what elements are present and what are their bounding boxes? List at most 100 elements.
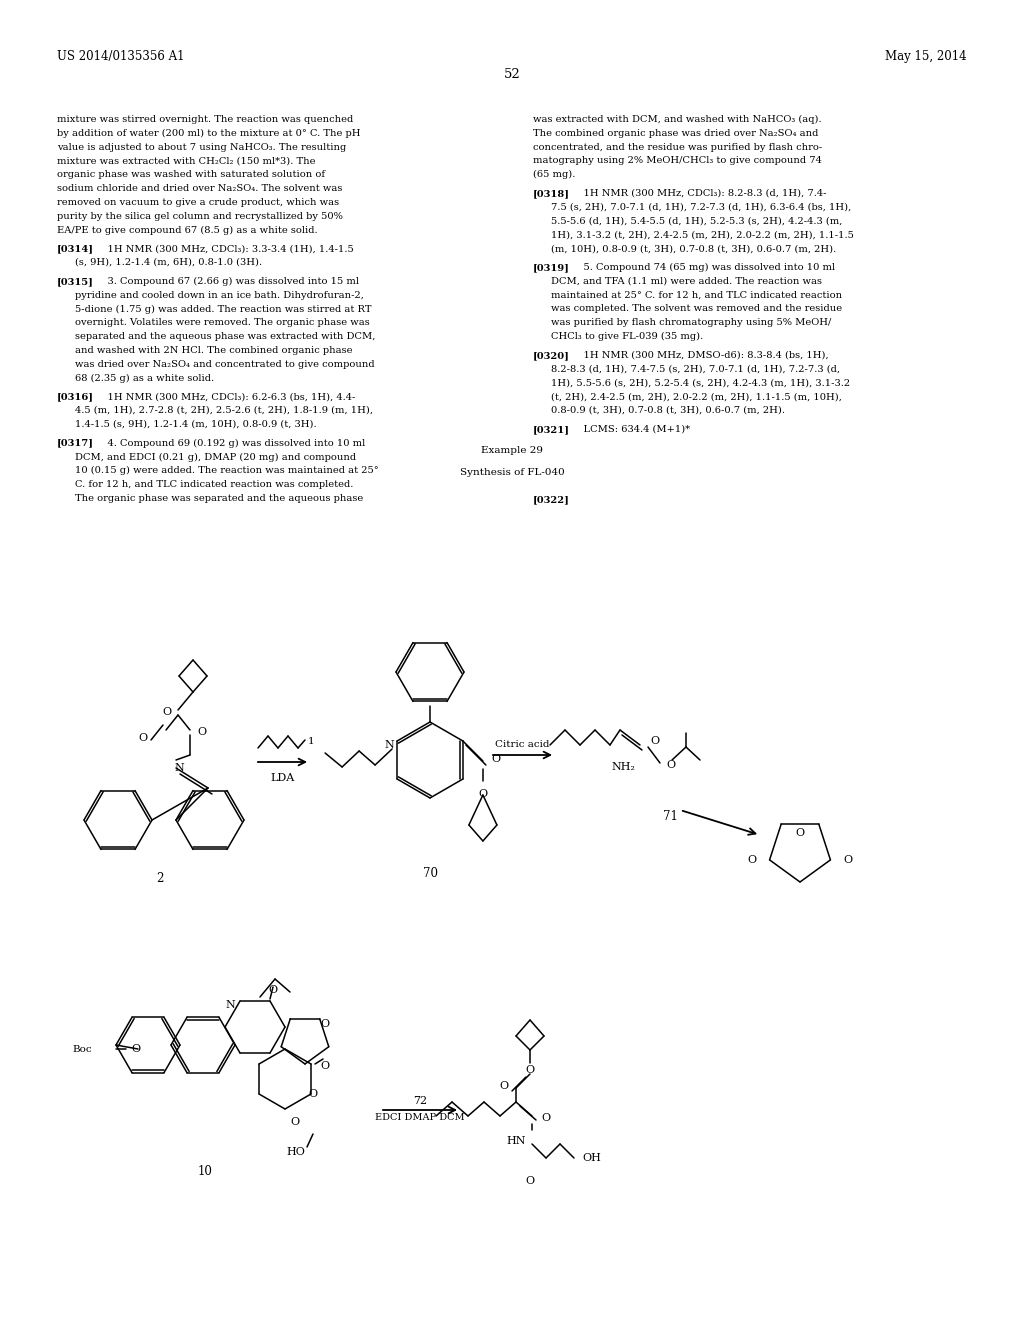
Text: May 15, 2014: May 15, 2014 — [886, 50, 967, 63]
Text: N: N — [384, 741, 394, 750]
Text: [0319]: [0319] — [534, 263, 570, 272]
Text: O: O — [490, 754, 500, 764]
Text: The organic phase was separated and the aqueous phase: The organic phase was separated and the … — [75, 494, 364, 503]
Text: O: O — [796, 828, 805, 838]
Text: [0318]: [0318] — [534, 189, 570, 198]
Text: O: O — [321, 1061, 330, 1071]
Text: [0320]: [0320] — [534, 351, 570, 360]
Text: OH: OH — [582, 1152, 601, 1163]
Text: N: N — [225, 1001, 234, 1010]
Text: O: O — [844, 855, 853, 865]
Text: 1H), 5.5-5.6 (s, 2H), 5.2-5.4 (s, 2H), 4.2-4.3 (m, 1H), 3.1-3.2: 1H), 5.5-5.6 (s, 2H), 5.2-5.4 (s, 2H), 4… — [551, 379, 850, 387]
Text: O: O — [650, 737, 659, 746]
Text: 72: 72 — [413, 1096, 427, 1106]
Text: mixture was extracted with CH₂Cl₂ (150 ml*3). The: mixture was extracted with CH₂Cl₂ (150 m… — [57, 156, 315, 165]
Text: O: O — [308, 1089, 317, 1100]
Text: C. for 12 h, and TLC indicated reaction was completed.: C. for 12 h, and TLC indicated reaction … — [75, 480, 353, 488]
Text: EA/PE to give compound 67 (8.5 g) as a white solid.: EA/PE to give compound 67 (8.5 g) as a w… — [57, 226, 317, 235]
Text: 10 (0.15 g) were added. The reaction was maintained at 25°: 10 (0.15 g) were added. The reaction was… — [75, 466, 379, 475]
Text: [0315]: [0315] — [57, 277, 94, 286]
Text: HN: HN — [507, 1137, 526, 1146]
Text: (65 mg).: (65 mg). — [534, 170, 575, 180]
Text: 1H), 3.1-3.2 (t, 2H), 2.4-2.5 (m, 2H), 2.0-2.2 (m, 2H), 1.1-1.5: 1H), 3.1-3.2 (t, 2H), 2.4-2.5 (m, 2H), 2… — [551, 231, 854, 239]
Text: O: O — [746, 855, 756, 865]
Text: NH₂: NH₂ — [611, 762, 635, 772]
Text: HO: HO — [286, 1147, 305, 1158]
Text: O: O — [478, 789, 487, 799]
Text: value is adjusted to about 7 using NaHCO₃. The resulting: value is adjusted to about 7 using NaHCO… — [57, 143, 346, 152]
Text: N: N — [174, 763, 184, 774]
Text: overnight. Volatiles were removed. The organic phase was: overnight. Volatiles were removed. The o… — [75, 318, 370, 327]
Text: concentrated, and the residue was purified by flash chro-: concentrated, and the residue was purifi… — [534, 143, 822, 152]
Text: separated and the aqueous phase was extracted with DCM,: separated and the aqueous phase was extr… — [75, 333, 376, 341]
Text: 10: 10 — [198, 1166, 212, 1177]
Text: 1.4-1.5 (s, 9H), 1.2-1.4 (m, 10H), 0.8-0.9 (t, 3H).: 1.4-1.5 (s, 9H), 1.2-1.4 (m, 10H), 0.8-0… — [75, 420, 316, 429]
Text: 2: 2 — [157, 873, 164, 884]
Text: O: O — [666, 760, 675, 770]
Text: [0316]: [0316] — [57, 392, 94, 401]
Text: 5-dione (1.75 g) was added. The reaction was stirred at RT: 5-dione (1.75 g) was added. The reaction… — [75, 305, 372, 314]
Text: and washed with 2N HCl. The combined organic phase: and washed with 2N HCl. The combined org… — [75, 346, 352, 355]
Text: O: O — [321, 1019, 330, 1030]
Text: 1H NMR (300 MHz, DMSO-d6): 8.3-8.4 (bs, 1H),: 1H NMR (300 MHz, DMSO-d6): 8.3-8.4 (bs, … — [571, 351, 828, 360]
Text: 1H NMR (300 MHz, CDCl₃): 6.2-6.3 (bs, 1H), 4.4-: 1H NMR (300 MHz, CDCl₃): 6.2-6.3 (bs, 1H… — [95, 392, 355, 401]
Text: O: O — [163, 708, 172, 717]
Text: 0.8-0.9 (t, 3H), 0.7-0.8 (t, 3H), 0.6-0.7 (m, 2H).: 0.8-0.9 (t, 3H), 0.7-0.8 (t, 3H), 0.6-0.… — [551, 407, 785, 414]
Text: DCM, and TFA (1.1 ml) were added. The reaction was: DCM, and TFA (1.1 ml) were added. The re… — [551, 277, 822, 286]
Text: O: O — [138, 733, 147, 743]
Text: 52: 52 — [504, 69, 520, 81]
Text: [0322]: [0322] — [534, 495, 570, 504]
Text: 1H NMR (300 MHz, CDCl₃): 3.3-3.4 (1H), 1.4-1.5: 1H NMR (300 MHz, CDCl₃): 3.3-3.4 (1H), 1… — [95, 244, 353, 253]
Text: Boc: Boc — [73, 1045, 92, 1055]
Text: 68 (2.35 g) as a white solid.: 68 (2.35 g) as a white solid. — [75, 374, 214, 383]
Text: LDA: LDA — [271, 774, 295, 783]
Text: 3. Compound 67 (2.66 g) was dissolved into 15 ml: 3. Compound 67 (2.66 g) was dissolved in… — [95, 277, 359, 286]
Text: 70: 70 — [423, 867, 437, 880]
Text: 7.5 (s, 2H), 7.0-7.1 (d, 1H), 7.2-7.3 (d, 1H), 6.3-6.4 (bs, 1H),: 7.5 (s, 2H), 7.0-7.1 (d, 1H), 7.2-7.3 (d… — [551, 203, 851, 211]
Text: [0314]: [0314] — [57, 244, 94, 253]
Text: organic phase was washed with saturated solution of: organic phase was washed with saturated … — [57, 170, 326, 180]
Text: (m, 10H), 0.8-0.9 (t, 3H), 0.7-0.8 (t, 3H), 0.6-0.7 (m, 2H).: (m, 10H), 0.8-0.9 (t, 3H), 0.7-0.8 (t, 3… — [551, 244, 837, 253]
Text: O: O — [525, 1065, 535, 1074]
Text: Example 29: Example 29 — [481, 446, 543, 455]
Text: O: O — [268, 985, 278, 995]
Text: O: O — [541, 1113, 550, 1123]
Text: The combined organic phase was dried over Na₂SO₄ and: The combined organic phase was dried ove… — [534, 129, 818, 137]
Text: [0317]: [0317] — [57, 438, 94, 447]
Text: CHCl₃ to give FL-039 (35 mg).: CHCl₃ to give FL-039 (35 mg). — [551, 333, 703, 341]
Text: removed on vacuum to give a crude product, which was: removed on vacuum to give a crude produc… — [57, 198, 339, 207]
Text: was purified by flash chromatography using 5% MeOH/: was purified by flash chromatography usi… — [551, 318, 831, 327]
Text: 8.2-8.3 (d, 1H), 7.4-7.5 (s, 2H), 7.0-7.1 (d, 1H), 7.2-7.3 (d,: 8.2-8.3 (d, 1H), 7.4-7.5 (s, 2H), 7.0-7.… — [551, 364, 840, 374]
Text: O: O — [291, 1117, 300, 1127]
Text: 1: 1 — [308, 738, 314, 747]
Text: O: O — [525, 1176, 535, 1185]
Text: pyridine and cooled down in an ice bath. Dihydrofuran-2,: pyridine and cooled down in an ice bath.… — [75, 290, 364, 300]
Text: was dried over Na₂SO₄ and concentrated to give compound: was dried over Na₂SO₄ and concentrated t… — [75, 359, 375, 368]
Text: 5.5-5.6 (d, 1H), 5.4-5.5 (d, 1H), 5.2-5.3 (s, 2H), 4.2-4.3 (m,: 5.5-5.6 (d, 1H), 5.4-5.5 (d, 1H), 5.2-5.… — [551, 216, 843, 226]
Text: was completed. The solvent was removed and the residue: was completed. The solvent was removed a… — [551, 305, 842, 313]
Text: by addition of water (200 ml) to the mixture at 0° C. The pH: by addition of water (200 ml) to the mix… — [57, 129, 360, 137]
Text: EDCI DMAP DCM: EDCI DMAP DCM — [375, 1113, 465, 1122]
Text: 4. Compound 69 (0.192 g) was dissolved into 10 ml: 4. Compound 69 (0.192 g) was dissolved i… — [95, 438, 366, 447]
Text: 4.5 (m, 1H), 2.7-2.8 (t, 2H), 2.5-2.6 (t, 2H), 1.8-1.9 (m, 1H),: 4.5 (m, 1H), 2.7-2.8 (t, 2H), 2.5-2.6 (t… — [75, 407, 373, 414]
Text: Synthesis of FL-040: Synthesis of FL-040 — [460, 469, 564, 478]
Text: purity by the silica gel column and recrystallized by 50%: purity by the silica gel column and recr… — [57, 211, 343, 220]
Text: US 2014/0135356 A1: US 2014/0135356 A1 — [57, 50, 184, 63]
Text: was extracted with DCM, and washed with NaHCO₃ (aq).: was extracted with DCM, and washed with … — [534, 115, 821, 124]
Text: DCM, and EDCI (0.21 g), DMAP (20 mg) and compound: DCM, and EDCI (0.21 g), DMAP (20 mg) and… — [75, 453, 356, 462]
Text: matography using 2% MeOH/CHCl₃ to give compound 74: matography using 2% MeOH/CHCl₃ to give c… — [534, 156, 822, 165]
Text: maintained at 25° C. for 12 h, and TLC indicated reaction: maintained at 25° C. for 12 h, and TLC i… — [551, 290, 842, 300]
Text: 1H NMR (300 MHz, CDCl₃): 8.2-8.3 (d, 1H), 7.4-: 1H NMR (300 MHz, CDCl₃): 8.2-8.3 (d, 1H)… — [571, 189, 826, 198]
Text: Citric acid: Citric acid — [495, 741, 549, 748]
Text: O: O — [499, 1081, 508, 1092]
Text: [0321]: [0321] — [534, 425, 570, 434]
Text: O: O — [131, 1044, 140, 1053]
Text: (s, 9H), 1.2-1.4 (m, 6H), 0.8-1.0 (3H).: (s, 9H), 1.2-1.4 (m, 6H), 0.8-1.0 (3H). — [75, 257, 262, 267]
Text: sodium chloride and dried over Na₂SO₄. The solvent was: sodium chloride and dried over Na₂SO₄. T… — [57, 183, 342, 193]
Text: 5. Compound 74 (65 mg) was dissolved into 10 ml: 5. Compound 74 (65 mg) was dissolved int… — [571, 263, 836, 272]
Text: O: O — [198, 727, 207, 737]
Text: mixture was stirred overnight. The reaction was quenched: mixture was stirred overnight. The react… — [57, 115, 353, 124]
Text: 71: 71 — [663, 810, 678, 822]
Text: (t, 2H), 2.4-2.5 (m, 2H), 2.0-2.2 (m, 2H), 1.1-1.5 (m, 10H),: (t, 2H), 2.4-2.5 (m, 2H), 2.0-2.2 (m, 2H… — [551, 392, 842, 401]
Text: LCMS: 634.4 (M+1)*: LCMS: 634.4 (M+1)* — [571, 425, 690, 434]
